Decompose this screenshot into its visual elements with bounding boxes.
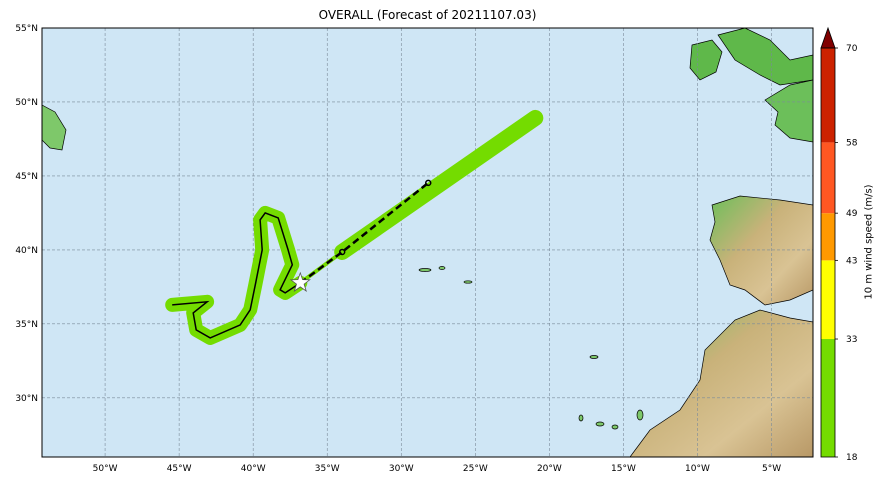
lon-tick-label: 15°W	[611, 464, 636, 474]
britain-land	[717, 28, 813, 86]
colorbar-frame	[820, 47, 836, 458]
canary-island	[595, 421, 605, 427]
wind-swath-forecast	[334, 109, 544, 260]
lon-tick-label: 20°W	[537, 464, 562, 474]
graticule	[42, 28, 813, 457]
lat-tick-label: 55°N	[15, 24, 38, 34]
madeira-island	[589, 355, 599, 359]
map-title: OVERALL (Forecast of 20211107.03)	[318, 8, 537, 22]
map-frame	[41, 27, 814, 458]
colorbar-band	[821, 142, 835, 214]
colorbar-tick-label: 33	[846, 335, 857, 345]
canary-island	[578, 414, 584, 422]
land	[42, 28, 813, 457]
colorbar: 70 58 49 43 33 18	[820, 26, 858, 463]
lon-tick-label: 40°W	[241, 464, 266, 474]
colorbar-tick-label: 58	[846, 138, 858, 148]
lat-tick-label: 45°N	[15, 172, 38, 182]
lon-tick-label: 5°W	[762, 464, 781, 474]
lon-tick-label: 45°W	[167, 464, 192, 474]
colorbar-tick-label: 43	[846, 256, 857, 266]
lat-tick-label: 35°N	[15, 320, 38, 330]
azores-island	[418, 268, 432, 272]
colorbar-band	[821, 339, 835, 457]
greenland-land	[42, 104, 67, 151]
lon-tick-label: 25°W	[463, 464, 488, 474]
lat-tick-label: 50°N	[15, 98, 38, 108]
forecast-point-marker	[424, 179, 432, 187]
lon-tick-label: 30°W	[389, 464, 414, 474]
colorbar-tick-label: 49	[846, 209, 858, 219]
lon-tick-label: 35°W	[315, 464, 340, 474]
forecast-point-marker	[338, 248, 346, 256]
lon-tick-label: 50°W	[93, 464, 118, 474]
canary-island	[611, 424, 619, 430]
colorbar-label: 10 m wind speed (m/s)	[863, 184, 875, 300]
lat-tick-label: 30°N	[15, 394, 38, 404]
axis-ticks: 50°W 45°W 40°W 35°W 30°W 25°W 20°W 15°W 10°W 5°W 5…	[15, 24, 781, 474]
ireland-land	[689, 39, 723, 81]
colorbar-tick-label: 70	[846, 44, 858, 54]
lat-tick-label: 40°N	[15, 246, 38, 256]
storm-tracks	[165, 109, 544, 345]
forecast-track-line	[299, 181, 429, 284]
colorbar-band	[821, 48, 835, 143]
colorbar-tick-label: 18	[846, 453, 858, 463]
azores-island	[463, 280, 473, 284]
current-position-star-icon	[289, 271, 311, 292]
colorbar-band	[821, 260, 835, 340]
colorbar-band	[821, 213, 835, 261]
colorbar-extend-arrow	[820, 26, 836, 49]
observed-track-line	[172, 211, 301, 339]
canary-island	[636, 409, 644, 421]
azores-island	[438, 266, 446, 270]
africa-land	[629, 309, 813, 457]
ocean	[42, 28, 813, 457]
lon-tick-label: 10°W	[685, 464, 710, 474]
iberia-land	[709, 195, 813, 306]
france-land	[764, 79, 813, 143]
